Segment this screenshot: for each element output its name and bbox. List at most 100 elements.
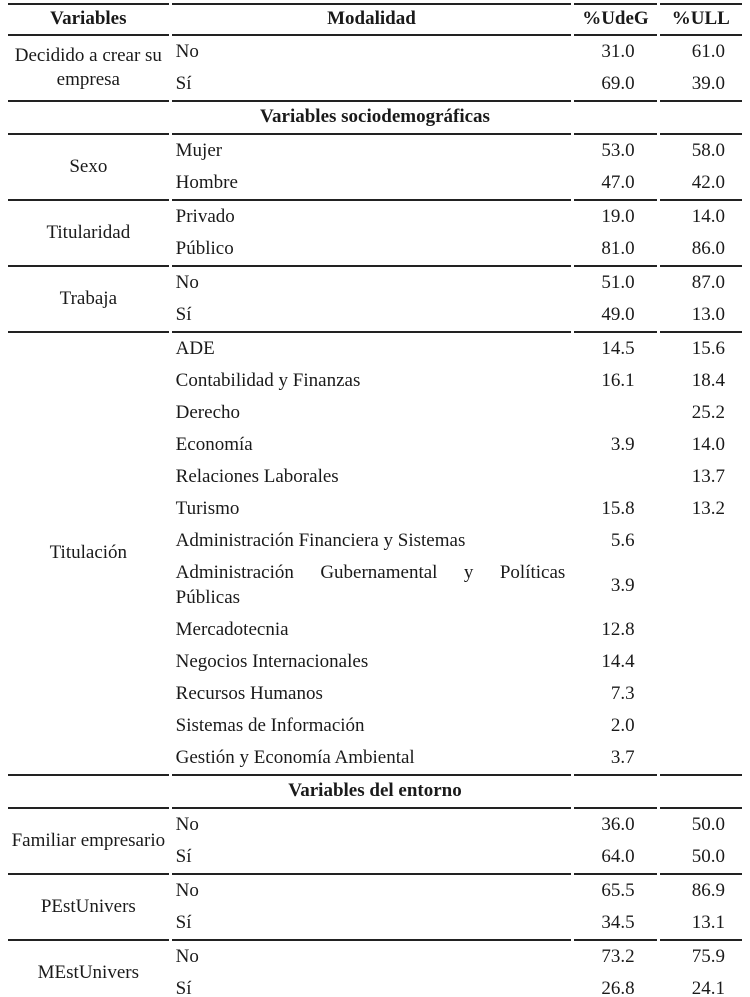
col-header-modalidad: Modalidad [171, 3, 572, 36]
paper-page: Variables Modalidad %UdeG %ULL Decidido … [0, 3, 750, 997]
ull-cell: 13.0 [659, 299, 742, 333]
ull-cell: 58.0 [659, 133, 742, 167]
ull-cell [660, 525, 742, 557]
udeg-cell: 3.7 [574, 742, 657, 776]
modalidad-cell: Administración Financiera y Sistemas [175, 530, 466, 551]
col-header-udeg: %UdeG [574, 3, 657, 36]
col-header-ull: %ULL [659, 3, 742, 36]
modalidad-cell: Relaciones Laborales [175, 466, 339, 487]
udeg-cell: 3.9 [610, 434, 635, 455]
modalidad-cell: No [175, 41, 199, 62]
modalidad-cell: Turismo [175, 498, 240, 519]
modalidad-cell: No [175, 272, 199, 293]
table-row: Familiar empresario No 36.0 50.0 [8, 807, 742, 875]
col-header-variables: Variables [8, 3, 169, 36]
ull-cell: 13.2 [691, 498, 725, 519]
udeg-cell [574, 461, 656, 493]
modalidad-cell: Sistemas de Información [175, 715, 365, 736]
ull-cell [660, 678, 742, 710]
table-row: PEstUnivers No 65.5 86.9 [8, 875, 742, 941]
table-row: Sistemas de Información 2.0 [8, 710, 742, 742]
ull-cell: 15.6 [691, 338, 725, 359]
udeg-cell: 49.0 [574, 299, 657, 333]
ull-cell: 86.0 [659, 233, 742, 267]
udeg-cell: 53.0 [574, 133, 657, 167]
modalidad-cell: Hombre [171, 167, 572, 201]
ull-cell: 75.9 [691, 946, 725, 967]
ull-cell: 18.4 [691, 370, 725, 391]
ull-cell [660, 557, 742, 614]
variable-cell: MEstUnivers [8, 941, 169, 997]
table-row: Recursos Humanos 7.3 [8, 678, 742, 710]
modalidad-cell: No [175, 946, 199, 967]
variable-cell: Trabaja [8, 267, 169, 333]
table-row: Hombre 47.0 42.0 [8, 167, 742, 201]
modalidad-cell: Sí [172, 973, 572, 997]
modalidad-cell: Mercadotecnia [175, 619, 289, 640]
udeg-cell: 12.8 [601, 619, 635, 640]
modalidad-cell: Negocios Internacionales [175, 651, 369, 672]
ull-cell: 14.0 [691, 434, 725, 455]
section-header: Variables del entorno [288, 780, 462, 801]
table-row: Sí 49.0 13.0 [8, 299, 742, 333]
udeg-cell: 31.0 [601, 41, 635, 62]
ull-cell: 14.0 [691, 206, 725, 227]
ull-cell [660, 710, 742, 742]
udeg-cell: 69.0 [574, 68, 657, 102]
modalidad-cell: Sí [171, 907, 572, 941]
udeg-cell: 19.0 [601, 206, 635, 227]
table-row: Contabilidad y Finanzas 16.1 18.4 [8, 365, 742, 397]
modalidad-cell: Público [171, 233, 572, 267]
section-header: Variables sociodemográficas [260, 106, 490, 127]
udeg-cell: 7.3 [610, 683, 635, 704]
ull-cell: 50.0 [659, 807, 742, 841]
ull-cell: 13.7 [691, 466, 725, 487]
udeg-cell: 5.6 [610, 530, 635, 551]
ull-cell: 24.1 [660, 973, 742, 997]
variable-cell: Familiar empresario [8, 807, 169, 875]
modalidad-cell: Contabilidad y Finanzas [175, 370, 361, 391]
udeg-cell: 51.0 [601, 272, 635, 293]
table-row: Mercadotecnia 12.8 [8, 614, 742, 646]
modalidad-cell: ADE [175, 338, 215, 359]
udeg-cell: 2.0 [610, 715, 635, 736]
ull-cell [660, 614, 742, 646]
statistics-table: Variables Modalidad %UdeG %ULL Decidido … [5, 3, 745, 997]
modalidad-cell: No [175, 880, 199, 901]
table-row: Sexo Mujer 53.0 58.0 [8, 133, 742, 201]
ull-cell [659, 742, 742, 776]
table-row: Decidido a crear su empresa No 31.0 61.0 [8, 36, 742, 102]
udeg-cell: 14.5 [601, 338, 635, 359]
udeg-cell: 15.8 [601, 498, 635, 519]
table-row: Sí 69.0 39.0 [8, 68, 742, 102]
variable-cell: Titulación [8, 333, 169, 776]
udeg-cell: 3.9 [610, 574, 635, 596]
modalidad-cell: Administración Gubernamental y Políticas… [175, 562, 566, 608]
udeg-cell: 16.1 [601, 370, 635, 391]
variable-cell: Sexo [8, 133, 169, 201]
variable-cell: PEstUnivers [8, 875, 169, 941]
ull-cell [660, 646, 742, 678]
modalidad-cell: Sí [171, 841, 572, 875]
table-row: Turismo 15.8 13.2 [8, 493, 742, 525]
table-row: Titularidad Privado 19.0 14.0 [8, 201, 742, 267]
section-header-row: Variables sociodemográficas [8, 102, 742, 133]
table-row: Sí 64.0 50.0 [8, 841, 742, 875]
table-row: Negocios Internacionales 14.4 [8, 646, 742, 678]
udeg-cell: 47.0 [574, 167, 657, 201]
table-row: Economía 3.9 14.0 [8, 429, 742, 461]
modalidad-cell: Sí [171, 68, 572, 102]
udeg-cell: 34.5 [574, 907, 657, 941]
udeg-cell: 64.0 [574, 841, 657, 875]
table-row: Titulación ADE 14.5 15.6 [8, 333, 742, 776]
table-row: Sí 26.8 24.1 [8, 973, 742, 997]
table-row: Trabaja No 51.0 87.0 [8, 267, 742, 333]
ull-cell: 25.2 [691, 402, 725, 423]
ull-cell: 86.9 [691, 880, 725, 901]
table-body: Decidido a crear su empresa No 31.0 61.0 Sí 6… [8, 36, 742, 997]
udeg-cell: 36.0 [574, 807, 657, 841]
variable-cell: Titularidad [8, 201, 169, 267]
table-row: Administración Financiera y Sistemas 5.6 [8, 525, 742, 557]
modalidad-cell: Mujer [171, 133, 572, 167]
modalidad-cell: Economía [175, 434, 253, 455]
